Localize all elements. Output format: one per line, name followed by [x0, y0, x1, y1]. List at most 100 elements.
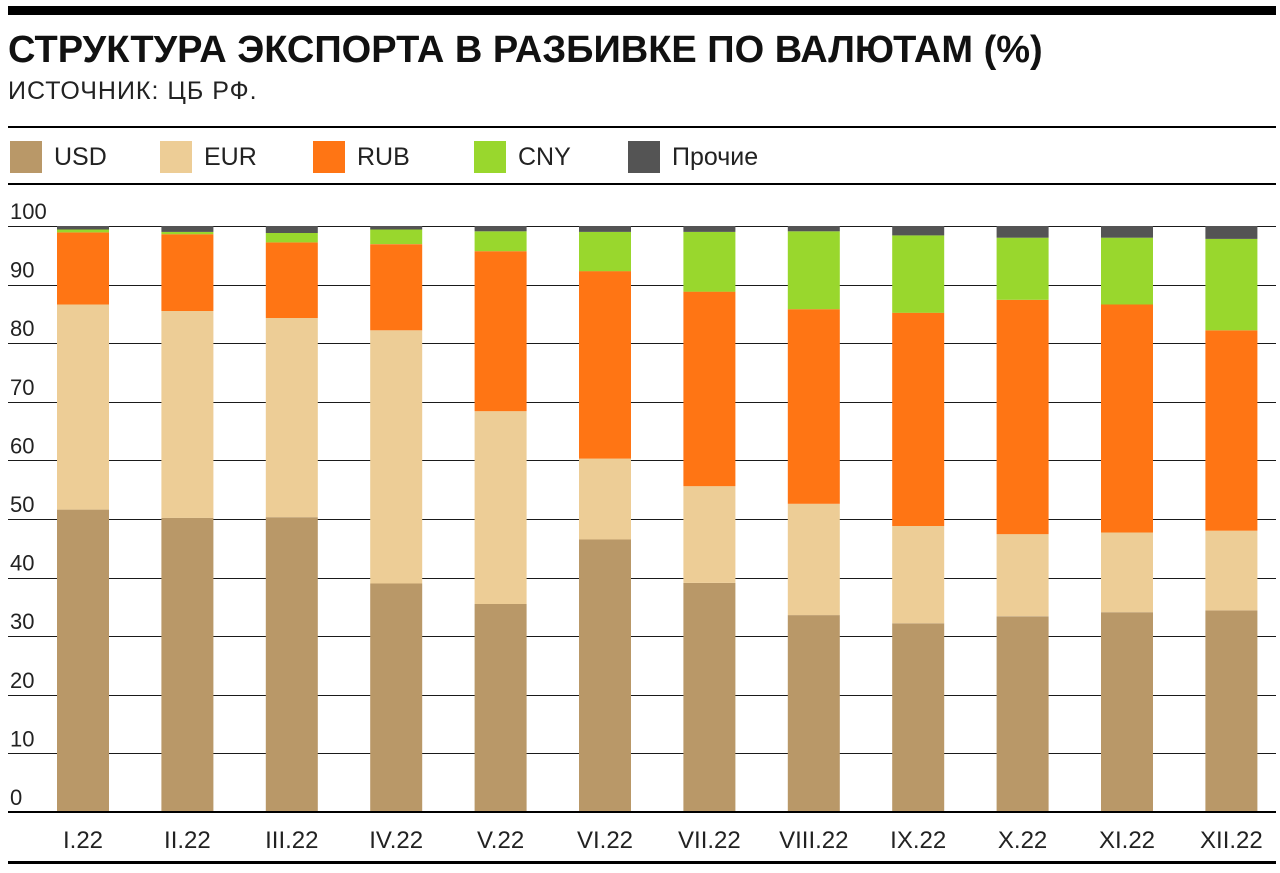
legend-item-rub: RUB: [313, 141, 474, 173]
bar-other-VII.22: [683, 226, 736, 232]
bar-rub-VIII.22: [787, 309, 840, 504]
bar-eur-IX.22: [892, 526, 945, 624]
bar-other-I.22: [57, 226, 109, 230]
chart-title: СТРУКТУРА ЭКСПОРТА В РАЗБИВКЕ ПО ВАЛЮТАМ…: [8, 29, 1043, 71]
legend-label-usd: USD: [54, 142, 107, 171]
bar-cny-I.22: [57, 229, 109, 233]
legend: USD EUR RUB CNY Прочие: [10, 138, 758, 176]
bar-usd-VII.22: [683, 582, 736, 812]
bar-eur-XI.22: [1101, 532, 1153, 613]
x-tick-label-XI.22: XI.22: [1099, 827, 1155, 854]
bar-usd-VIII.22: [787, 615, 840, 812]
y-tick-label-90: 90: [10, 258, 34, 283]
x-tick-label-XII.22: XII.22: [1200, 827, 1263, 854]
bar-cny-VII.22: [683, 231, 736, 292]
legend-swatch-rub: [313, 141, 345, 173]
legend-swatch-eur: [160, 141, 192, 173]
x-tick-label-IV.22: IV.22: [369, 827, 423, 854]
bar-eur-VII.22: [683, 486, 736, 583]
bar-other-VI.22: [579, 226, 631, 232]
bar-rub-VI.22: [579, 271, 631, 459]
bar-usd-IV.22: [370, 583, 423, 812]
x-tick-label-VIII.22: VIII.22: [779, 827, 848, 854]
bar-other-VIII.22: [787, 226, 840, 232]
legend-swatch-usd: [10, 141, 42, 173]
legend-swatch-other: [628, 141, 660, 173]
y-tick-label-80: 80: [10, 316, 34, 341]
legend-label-cny: CNY: [518, 142, 571, 171]
legend-top-rule: [8, 126, 1276, 128]
bar-other-III.22: [265, 226, 318, 233]
bar-eur-II.22: [161, 311, 214, 518]
bar-other-XII.22: [1205, 226, 1258, 239]
stacked-bar-chart: 0 10 20 30 40 50 60 70 80 90 100 I.22 II.22 III.22 IV.…: [8, 199, 1276, 864]
top-bar: [8, 6, 1276, 15]
y-tick-label-20: 20: [10, 668, 34, 693]
bar-other-XI.22: [1101, 226, 1153, 238]
bar-eur-V.22: [474, 411, 527, 604]
x-tick-label-X.22: X.22: [998, 827, 1047, 854]
bar-usd-VI.22: [579, 539, 631, 812]
bar-rub-IX.22: [892, 312, 945, 526]
x-tick-label-II.22: II.22: [164, 827, 211, 854]
bar-rub-III.22: [265, 242, 318, 318]
bar-eur-III.22: [265, 318, 318, 518]
x-tick-label-III.22: III.22: [265, 827, 318, 854]
y-tick-label-70: 70: [10, 375, 34, 400]
bar-eur-VI.22: [579, 458, 631, 540]
bar-rub-XI.22: [1101, 304, 1153, 533]
legend-bottom-rule: [8, 183, 1276, 185]
bar-usd-XI.22: [1101, 612, 1153, 812]
bar-cny-XII.22: [1205, 238, 1258, 331]
y-tick-label-100: 100: [10, 199, 47, 224]
bar-usd-II.22: [161, 517, 214, 812]
bar-cny-VI.22: [579, 231, 631, 272]
y-tick-label-0: 0: [10, 785, 22, 810]
legend-label-rub: RUB: [357, 142, 410, 171]
bar-other-IX.22: [892, 226, 945, 236]
x-tick-label-VI.22: VI.22: [577, 827, 633, 854]
bar-rub-IV.22: [370, 244, 423, 331]
bar-eur-I.22: [57, 304, 109, 510]
bar-rub-VII.22: [683, 291, 736, 487]
legend-item-cny: CNY: [474, 141, 628, 173]
legend-swatch-cny: [474, 141, 506, 173]
bar-cny-VIII.22: [787, 231, 840, 310]
bottom-rule: [8, 861, 1276, 864]
legend-label-other: Прочие: [672, 142, 759, 171]
legend-item-eur: EUR: [160, 141, 313, 173]
bar-other-X.22: [996, 226, 1049, 238]
legend-label-eur: EUR: [204, 142, 257, 171]
x-tick-label-V.22: V.22: [477, 827, 524, 854]
y-tick-label-10: 10: [10, 726, 34, 751]
bar-usd-IX.22: [892, 623, 945, 812]
bar-usd-XII.22: [1205, 610, 1258, 812]
bar-rub-X.22: [996, 299, 1049, 535]
y-tick-label-60: 60: [10, 433, 34, 458]
bar-cny-II.22: [161, 231, 214, 235]
chart-source: ИСТОЧНИК: ЦБ РФ.: [8, 77, 258, 105]
x-tick-label-IX.22: IX.22: [890, 827, 946, 854]
bar-cny-X.22: [996, 237, 1049, 300]
x-tick-label-I.22: I.22: [63, 827, 103, 854]
bar-usd-V.22: [474, 604, 527, 812]
bar-cny-XI.22: [1101, 237, 1153, 305]
y-tick-label-50: 50: [10, 492, 34, 517]
bar-usd-X.22: [996, 616, 1049, 812]
legend-item-other: Прочие: [628, 141, 758, 173]
bar-other-V.22: [474, 226, 527, 232]
bar-usd-III.22: [265, 517, 318, 812]
legend-item-usd: USD: [10, 141, 160, 173]
bar-cny-IV.22: [370, 229, 423, 245]
bar-eur-XII.22: [1205, 530, 1258, 611]
bar-other-II.22: [161, 226, 214, 232]
bar-rub-I.22: [57, 232, 109, 305]
bar-rub-II.22: [161, 234, 214, 311]
bar-usd-I.22: [57, 509, 109, 812]
bar-rub-XII.22: [1205, 330, 1258, 531]
bar-eur-X.22: [996, 534, 1049, 617]
bar-cny-IX.22: [892, 235, 945, 313]
bar-cny-III.22: [265, 233, 318, 243]
bar-rub-V.22: [474, 251, 527, 412]
bar-eur-IV.22: [370, 330, 423, 584]
